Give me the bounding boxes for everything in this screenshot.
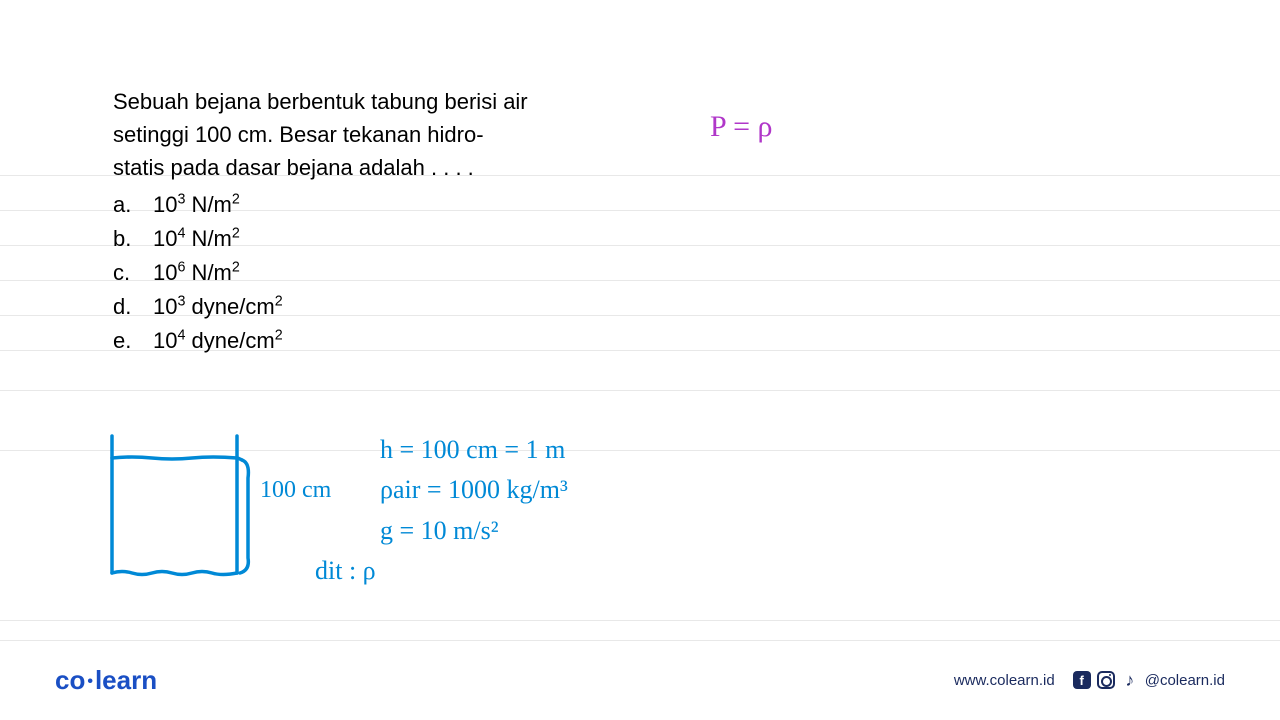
option-value: 104 N/m2 — [153, 222, 240, 256]
option-d: d. 103 dyne/cm2 — [113, 290, 533, 324]
options-list: a. 103 N/m2 b. 104 N/m2 c. 106 N/m2 d. 1… — [113, 188, 533, 358]
footer-right: www.colearn.id f ♪ @colearn.id — [954, 671, 1225, 689]
container-diagram — [92, 428, 252, 588]
option-letter: e. — [113, 324, 153, 358]
option-value: 104 dyne/cm2 — [153, 324, 283, 358]
logo-dot: • — [85, 673, 95, 690]
question-block: Sebuah bejana berbentuk tabung berisi ai… — [113, 85, 533, 358]
social-handle: @colearn.id — [1145, 672, 1225, 689]
facebook-icon: f — [1073, 671, 1091, 689]
option-letter: a. — [113, 188, 153, 222]
option-letter: d. — [113, 290, 153, 324]
note-density: ρair = 1000 kg/m³ — [380, 470, 568, 510]
option-value: 106 N/m2 — [153, 256, 240, 290]
option-letter: b. — [113, 222, 153, 256]
option-letter: c. — [113, 256, 153, 290]
footer: co•learn www.colearn.id f ♪ @colearn.id — [0, 660, 1280, 700]
given-notes: h = 100 cm = 1 m ρair = 1000 kg/m³ g = 1… — [380, 430, 568, 591]
option-e: e. 104 dyne/cm2 — [113, 324, 533, 358]
instagram-icon — [1097, 671, 1115, 689]
option-a: a. 103 N/m2 — [113, 188, 533, 222]
tiktok-icon: ♪ — [1121, 671, 1139, 689]
formula-text: P = ρ — [710, 110, 772, 144]
option-value: 103 N/m2 — [153, 188, 240, 222]
option-c: c. 106 N/m2 — [113, 256, 533, 290]
note-height: h = 100 cm = 1 m — [380, 430, 568, 470]
note-dit: dit : ρ — [315, 551, 568, 591]
option-b: b. 104 N/m2 — [113, 222, 533, 256]
question-text: Sebuah bejana berbentuk tabung berisi ai… — [113, 85, 533, 184]
website-url: www.colearn.id — [954, 672, 1055, 689]
height-label: 100 cm — [260, 477, 331, 504]
option-value: 103 dyne/cm2 — [153, 290, 283, 324]
logo-learn: learn — [95, 665, 157, 695]
logo: co•learn — [55, 665, 157, 696]
social-icons: f ♪ @colearn.id — [1073, 671, 1225, 689]
note-gravity: g = 10 m/s² — [380, 511, 568, 551]
logo-co: co — [55, 665, 85, 695]
